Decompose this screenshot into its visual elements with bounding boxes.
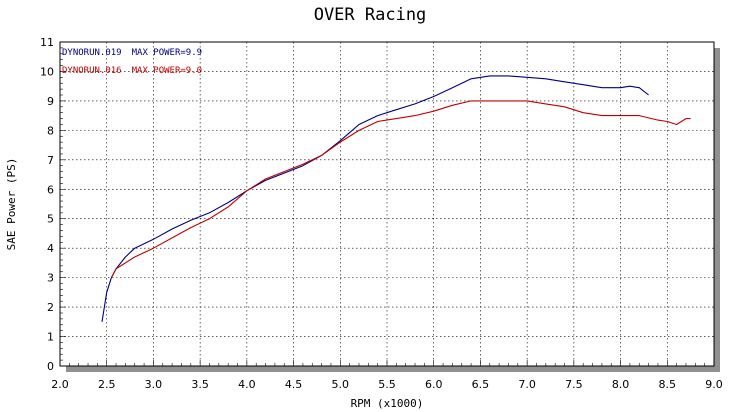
legend-series-1-name: DYNORUN.019	[62, 48, 122, 58]
x-tick-label: 5.0	[332, 378, 350, 391]
series-line-2	[110, 100, 691, 278]
y-tick-label: 0	[47, 360, 54, 373]
x-axis-ticks: 2.0 2.5 3.0 3.5 4.0 4.5 5.0 5.5 6.0 6.5 7.0 7.5 8.0 8…	[51, 360, 723, 391]
legend-series-2-name: DYNORUN.016	[62, 66, 122, 76]
legend: DYNORUN.019 MAX POWER=9.9 DYNORUN.016 MAX …	[62, 48, 202, 76]
y-tick-label: 6	[47, 183, 54, 196]
x-axis-label: RPM (x1000)	[351, 397, 424, 410]
y-tick-label: 7	[47, 154, 54, 167]
x-tick-label: 8.0	[612, 378, 630, 391]
x-tick-label: 7.0	[518, 378, 536, 391]
legend-entry-series-1: DYNORUN.019 MAX POWER=9.9	[62, 48, 202, 58]
legend-series-2-max-power: MAX POWER=9.0	[132, 66, 202, 76]
plot-area	[59, 41, 715, 367]
x-tick-label: 6.5	[472, 378, 490, 391]
x-tick-label: 3.5	[191, 378, 209, 391]
x-tick-label: 4.5	[285, 378, 303, 391]
x-tick-label: 4.0	[238, 378, 256, 391]
x-tick-label: 9.0	[705, 378, 723, 391]
legend-entry-series-2: DYNORUN.016 MAX POWER=9.0	[62, 66, 202, 76]
x-tick-label: 3.0	[145, 378, 163, 391]
y-tick-label: 1	[47, 331, 54, 344]
chart-title: OVER Racing	[314, 5, 427, 25]
series-line-1	[101, 75, 649, 322]
x-tick-label: 5.5	[378, 378, 396, 391]
x-tick-label: 2.5	[98, 378, 116, 391]
y-tick-label: 4	[47, 242, 54, 255]
y-tick-label: 2	[47, 301, 54, 314]
y-tick-label: 11	[40, 36, 54, 49]
y-tick-label: 5	[47, 213, 54, 226]
grid-lines	[60, 42, 714, 366]
y-tick-label: 3	[47, 272, 54, 285]
x-tick-label: 6.0	[425, 378, 443, 391]
x-tick-label: 2.0	[51, 378, 69, 391]
y-axis-label: SAE Power (PS)	[5, 158, 18, 251]
legend-series-1-max-power: MAX POWER=9.9	[132, 48, 202, 58]
y-tick-label: 10	[40, 65, 54, 78]
x-tick-label: 8.5	[659, 378, 677, 391]
y-tick-label: 8	[47, 124, 54, 137]
x-tick-label: 7.5	[565, 378, 583, 391]
y-tick-label: 9	[47, 95, 54, 108]
y-axis-ticks: 0 1 2 3 4 5 6 7 8 9 10 11	[40, 36, 66, 373]
series-lines	[101, 75, 691, 322]
